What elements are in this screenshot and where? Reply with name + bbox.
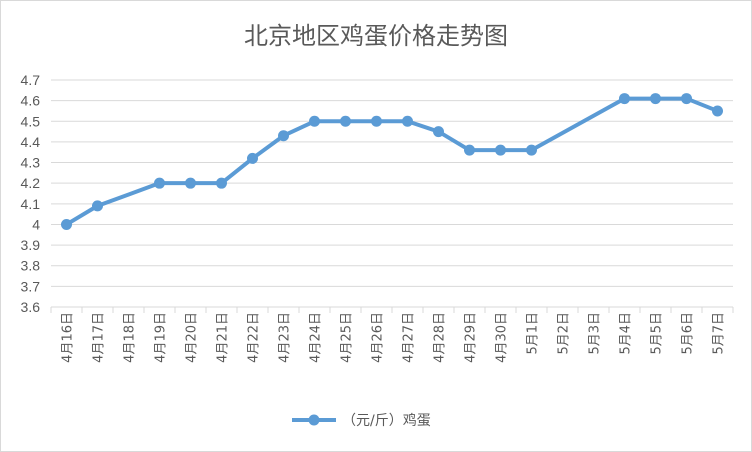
data-point bbox=[464, 144, 475, 156]
x-tick-label: 4月25日 bbox=[340, 312, 355, 363]
x-tick-label: 4月20日 bbox=[185, 312, 200, 363]
x-tick-label: 5月2日 bbox=[557, 312, 572, 355]
data-point bbox=[402, 115, 413, 127]
data-point bbox=[433, 126, 444, 138]
y-tick-label: 4.4 bbox=[21, 134, 41, 150]
data-point bbox=[495, 144, 506, 156]
data-point bbox=[92, 200, 103, 212]
series-line bbox=[64, 96, 720, 227]
y-tick-label: 4.2 bbox=[21, 175, 41, 191]
x-tick-label: 4月19日 bbox=[154, 312, 169, 363]
data-point bbox=[340, 115, 351, 127]
data-point bbox=[526, 144, 537, 156]
x-tick-label: 4月21日 bbox=[216, 312, 231, 363]
data-point bbox=[309, 115, 320, 127]
x-tick-label: 5月3日 bbox=[588, 312, 603, 355]
data-point bbox=[278, 130, 289, 142]
x-tick-label: 4月30日 bbox=[495, 312, 510, 363]
data-point bbox=[619, 93, 630, 105]
x-tick-label: 5月1日 bbox=[526, 312, 541, 355]
y-tick-label: 4.6 bbox=[21, 93, 41, 109]
data-point bbox=[650, 93, 661, 105]
data-point bbox=[185, 177, 196, 189]
x-tick-label: 4月16日 bbox=[61, 312, 76, 363]
x-tick-label: 4月28日 bbox=[433, 312, 448, 363]
legend-label: （元/斤）鸡蛋 bbox=[342, 412, 431, 429]
x-tick-label: 5月5日 bbox=[650, 312, 665, 355]
series-layer bbox=[61, 93, 723, 230]
x-tick-label: 4月29日 bbox=[464, 312, 479, 363]
data-point bbox=[712, 105, 723, 117]
legend-marker bbox=[308, 414, 320, 426]
data-point bbox=[154, 177, 165, 189]
x-tick-label: 5月6日 bbox=[681, 312, 696, 355]
data-point bbox=[681, 93, 692, 105]
x-tick-label: 4月17日 bbox=[92, 312, 107, 363]
data-point bbox=[247, 152, 258, 164]
y-tick-label: 4 bbox=[32, 216, 40, 232]
chart-title: 北京地区鸡蛋价格走势图 bbox=[244, 22, 508, 50]
data-point bbox=[61, 218, 72, 230]
x-tick-label: 4月23日 bbox=[278, 312, 293, 363]
x-tick-label: 4月26日 bbox=[371, 312, 386, 363]
x-axis-ticks: 4月16日 4月17日 4月18日 4月19日 4月20日 4月21日 4月22日 4月23日… bbox=[50, 307, 734, 363]
y-tick-label: 4.5 bbox=[21, 113, 41, 129]
y-tick-label: 4.7 bbox=[21, 72, 41, 88]
x-tick-label: 4月22日 bbox=[247, 312, 262, 363]
y-tick-label: 3.7 bbox=[21, 278, 41, 294]
x-tick-label: 4月27日 bbox=[402, 312, 417, 363]
x-tick-label: 5月7日 bbox=[712, 312, 727, 355]
y-tick-label: 4.3 bbox=[21, 155, 41, 171]
y-axis-ticks: 4.7 4.6 4.5 4.4 4.3 4.2 4.1 4 3.9 3.8 3.7 3.6 bbox=[21, 72, 41, 315]
x-tick-label: 4月24日 bbox=[309, 312, 324, 363]
y-tick-label: 3.8 bbox=[21, 258, 41, 274]
gridlines bbox=[51, 79, 733, 308]
y-tick-label: 3.6 bbox=[21, 299, 41, 315]
y-tick-label: 4.1 bbox=[21, 196, 41, 212]
data-point bbox=[216, 177, 227, 189]
x-tick-label: 4月18日 bbox=[123, 312, 138, 363]
y-tick-label: 3.9 bbox=[21, 237, 41, 253]
data-point bbox=[371, 115, 382, 127]
x-tick-label: 5月4日 bbox=[619, 312, 634, 355]
legend: （元/斤）鸡蛋 bbox=[292, 412, 431, 429]
